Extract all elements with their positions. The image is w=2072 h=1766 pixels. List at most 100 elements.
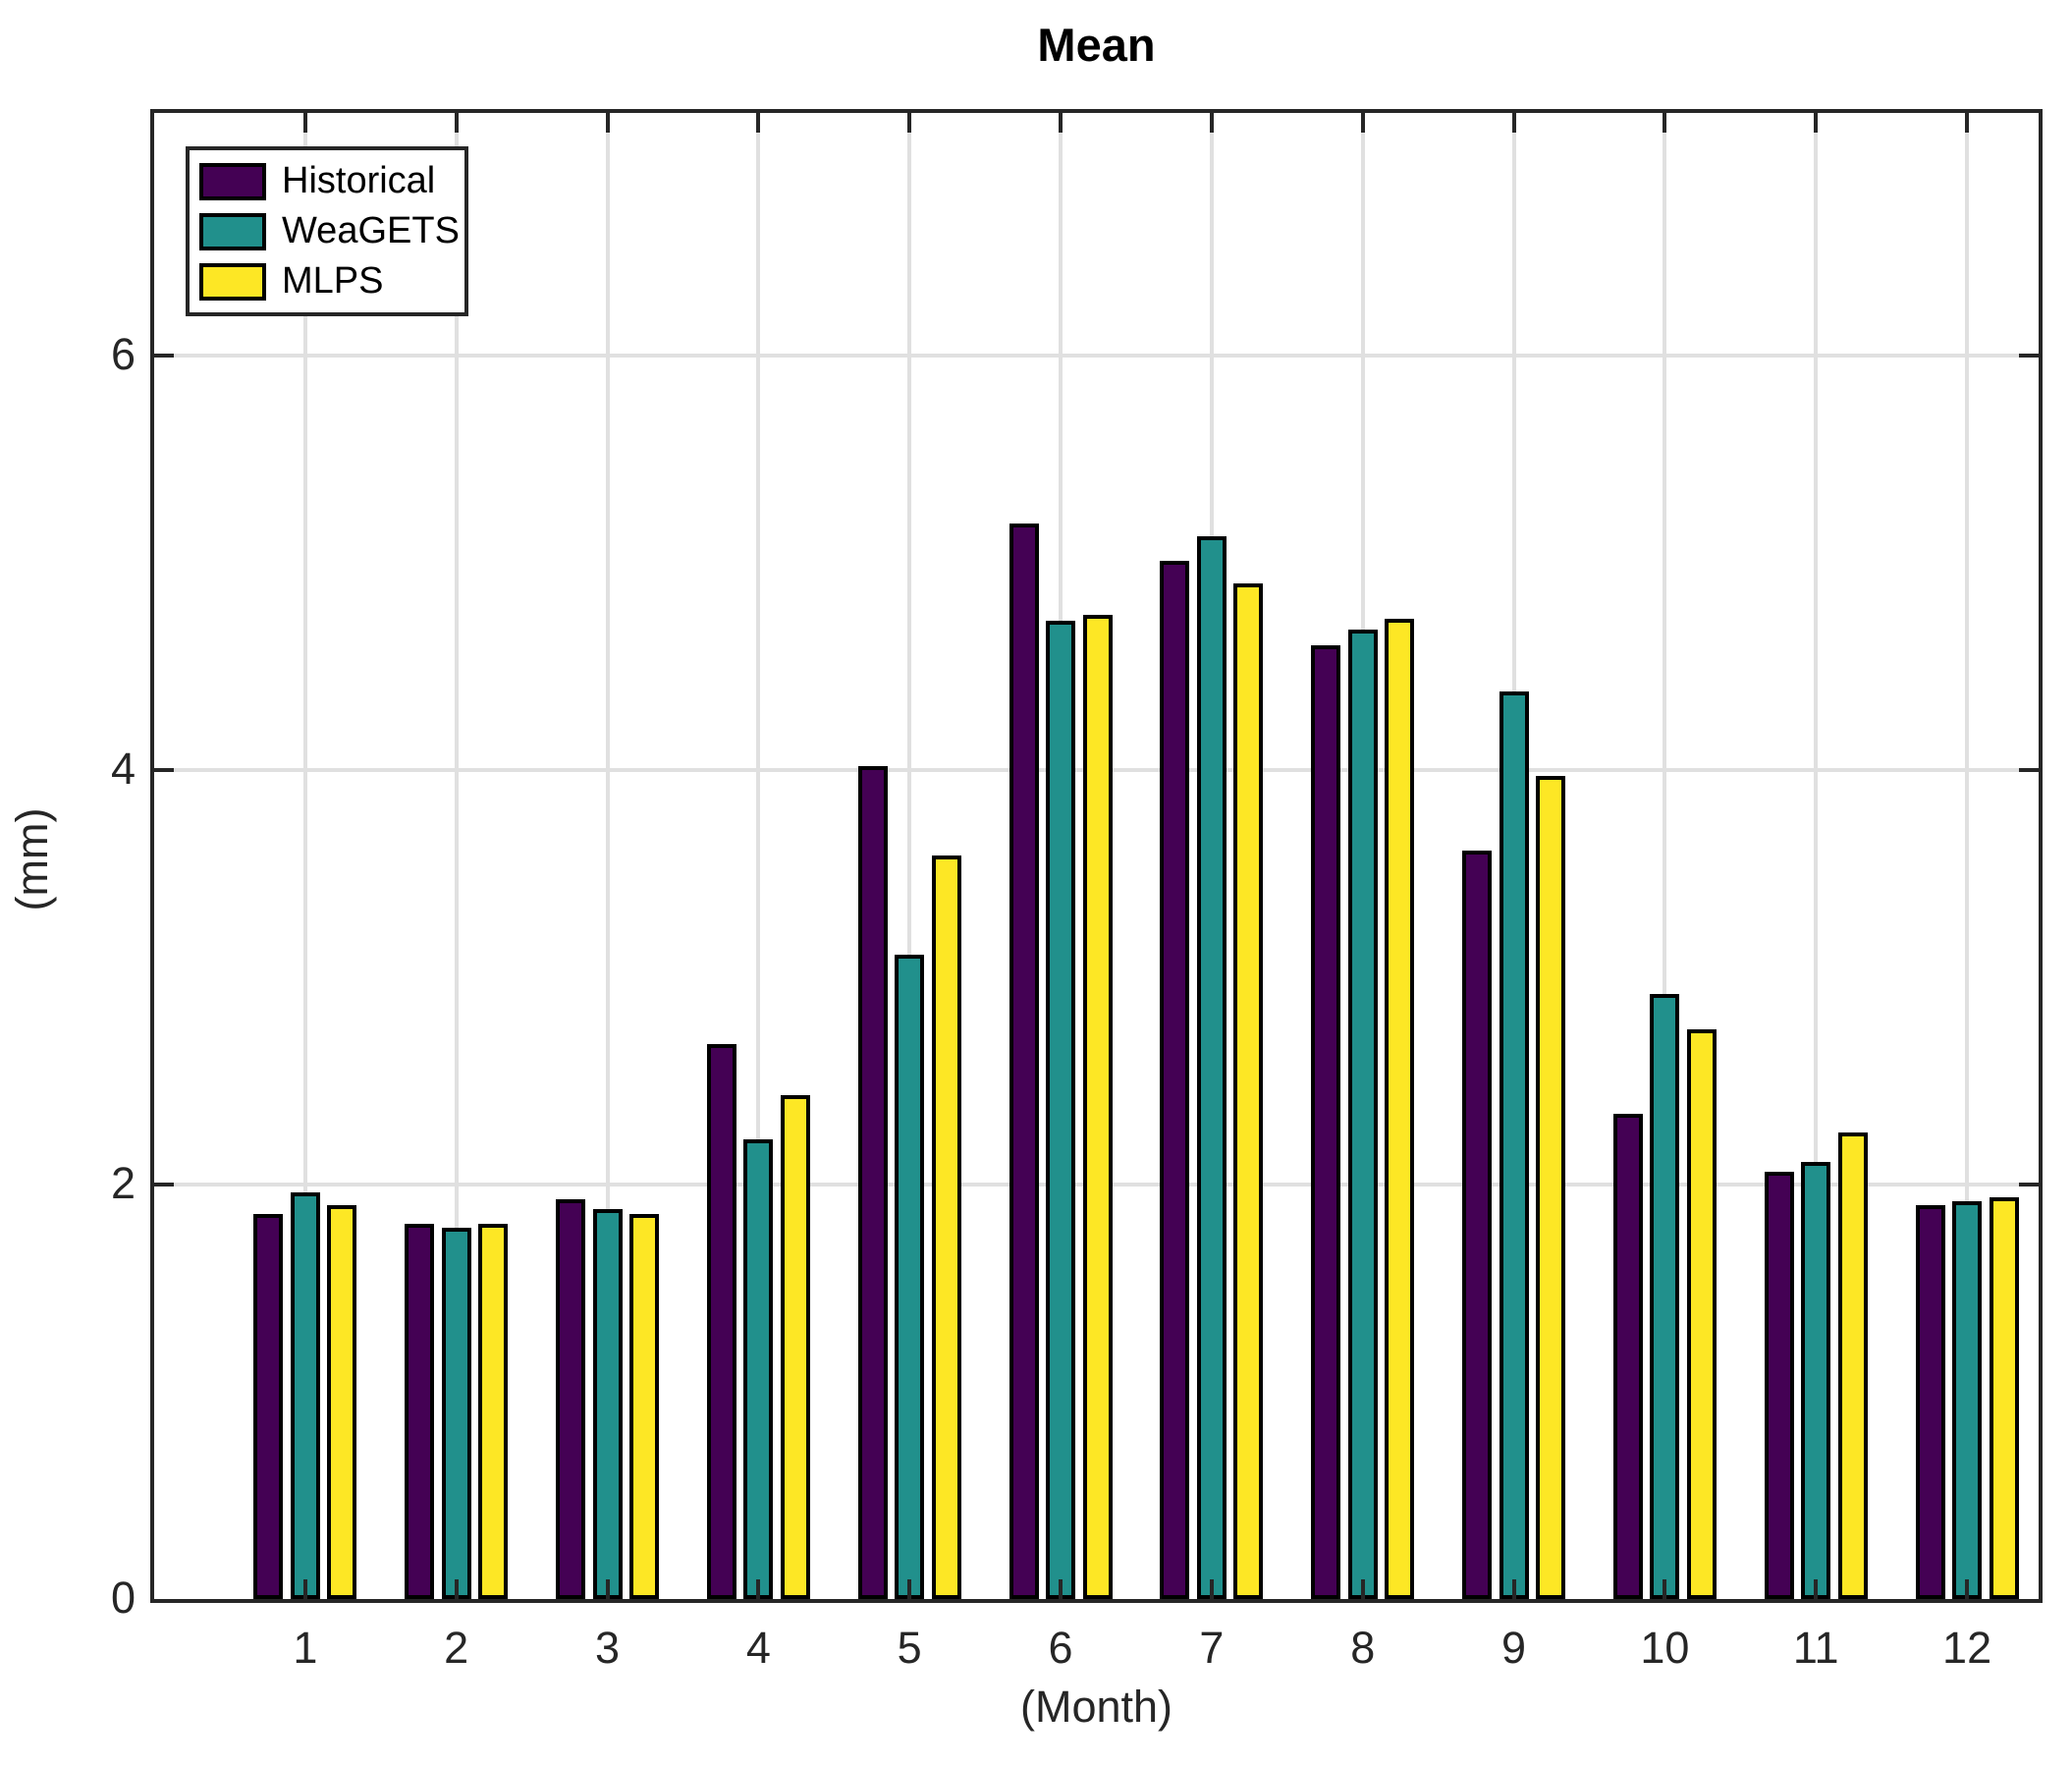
chart-title: Mean: [1037, 19, 1156, 71]
plot-area: [150, 109, 2043, 1603]
y-tick-label: 6: [110, 329, 136, 379]
x-tick-label: 12: [1942, 1623, 1992, 1673]
gridline-vertical: [454, 113, 459, 1599]
bar-month7-weagets: [1196, 536, 1227, 1599]
x-tick-top: [756, 113, 761, 133]
x-tick-bottom: [1511, 1579, 1516, 1599]
gridline-vertical: [1965, 113, 1970, 1599]
x-tick-bottom: [454, 1579, 459, 1599]
bar-month6-weagets: [1046, 621, 1076, 1599]
x-tick-top: [1814, 113, 1819, 133]
bar-month1-historical: [253, 1214, 284, 1599]
x-tick-bottom: [1814, 1579, 1819, 1599]
bar-month7-mlps: [1233, 583, 1264, 1599]
y-tick-label: 4: [110, 744, 136, 794]
legend-swatch-mlps: [199, 262, 266, 301]
bar-month1-weagets: [290, 1192, 320, 1599]
y-tick-left: [154, 1183, 174, 1187]
x-tick-label: 10: [1640, 1623, 1690, 1673]
legend-box: Historical WeaGETS MLPS: [186, 146, 468, 316]
y-tick-right: [2019, 354, 2039, 358]
bar-month10-mlps: [1686, 1029, 1717, 1599]
x-tick-label: 7: [1199, 1623, 1225, 1673]
bar-month9-weagets: [1499, 691, 1529, 1599]
bar-month11-weagets: [1801, 1162, 1831, 1599]
x-tick-bottom: [1360, 1579, 1365, 1599]
bar-month12-weagets: [1952, 1201, 1983, 1599]
gridline-vertical: [907, 113, 912, 1599]
legend-label: WeaGETS: [282, 210, 460, 251]
bar-month1-mlps: [327, 1205, 357, 1599]
gridline-vertical: [756, 113, 761, 1599]
legend-label: Historical: [282, 160, 436, 201]
x-tick-bottom: [605, 1579, 610, 1599]
x-tick-label: 4: [745, 1623, 771, 1673]
bar-month8-historical: [1311, 645, 1341, 1599]
x-tick-label: 5: [897, 1623, 922, 1673]
x-tick-top: [1209, 113, 1214, 133]
x-tick-bottom: [1663, 1579, 1667, 1599]
x-tick-top: [1511, 113, 1516, 133]
x-tick-bottom: [907, 1579, 912, 1599]
bar-month7-historical: [1160, 561, 1190, 1599]
bar-month6-mlps: [1082, 615, 1113, 1599]
x-tick-bottom: [1209, 1579, 1214, 1599]
x-tick-top: [1965, 113, 1970, 133]
bar-month10-historical: [1612, 1114, 1643, 1599]
bar-month5-mlps: [931, 855, 961, 1599]
legend-item-weagets: WeaGETS: [199, 210, 464, 252]
bar-month4-weagets: [743, 1139, 774, 1599]
x-tick-top: [1059, 113, 1063, 133]
bar-month4-historical: [706, 1044, 736, 1599]
x-tick-top: [302, 113, 307, 133]
gridline-vertical: [1663, 113, 1667, 1599]
bar-month9-mlps: [1536, 776, 1566, 1599]
bar-month4-mlps: [780, 1095, 810, 1599]
legend-item-historical: Historical: [199, 160, 464, 202]
bar-month12-mlps: [1989, 1197, 2019, 1599]
gridline-vertical: [605, 113, 610, 1599]
bar-month11-mlps: [1837, 1132, 1868, 1599]
y-axis-label: (mm): [7, 807, 57, 911]
legend-item-mlps: MLPS: [199, 260, 464, 303]
bar-month5-weagets: [895, 955, 925, 1599]
x-tick-label: 11: [1792, 1623, 1839, 1673]
bar-month6-historical: [1009, 524, 1039, 1599]
x-tick-bottom: [1965, 1579, 1970, 1599]
x-tick-top: [1360, 113, 1365, 133]
gridline-horizontal: [154, 354, 2039, 358]
x-tick-top: [605, 113, 610, 133]
bar-month8-mlps: [1385, 619, 1415, 1599]
y-tick-label: 2: [110, 1158, 136, 1208]
x-tick-label: 8: [1350, 1623, 1376, 1673]
x-tick-top: [454, 113, 459, 133]
legend-swatch-weagets: [199, 212, 266, 250]
bar-month11-historical: [1764, 1172, 1794, 1599]
x-tick-top: [1663, 113, 1667, 133]
x-tick-label: 1: [293, 1623, 318, 1673]
y-tick-right: [2019, 1183, 2039, 1187]
y-tick-left: [154, 354, 174, 358]
bar-month12-historical: [1915, 1205, 1945, 1599]
y-tick-left: [154, 768, 174, 772]
x-tick-label: 2: [444, 1623, 469, 1673]
x-axis-label: (Month): [1019, 1682, 1173, 1732]
x-tick-bottom: [756, 1579, 761, 1599]
bar-month3-weagets: [592, 1209, 623, 1599]
bar-month3-historical: [556, 1199, 586, 1599]
x-tick-label: 6: [1048, 1623, 1073, 1673]
bar-month2-weagets: [441, 1228, 471, 1599]
x-tick-top: [907, 113, 912, 133]
bar-month2-historical: [405, 1224, 435, 1599]
gridline-vertical: [302, 113, 307, 1599]
x-tick-label: 3: [595, 1623, 621, 1673]
bar-month2-mlps: [478, 1224, 509, 1599]
y-tick-label: 0: [110, 1573, 136, 1623]
x-tick-bottom: [302, 1579, 307, 1599]
bar-month10-weagets: [1650, 994, 1680, 1599]
legend-swatch-historical: [199, 162, 266, 200]
bar-month9-historical: [1462, 851, 1493, 1599]
bar-month8-weagets: [1347, 630, 1378, 1599]
legend-label: MLPS: [282, 260, 384, 302]
